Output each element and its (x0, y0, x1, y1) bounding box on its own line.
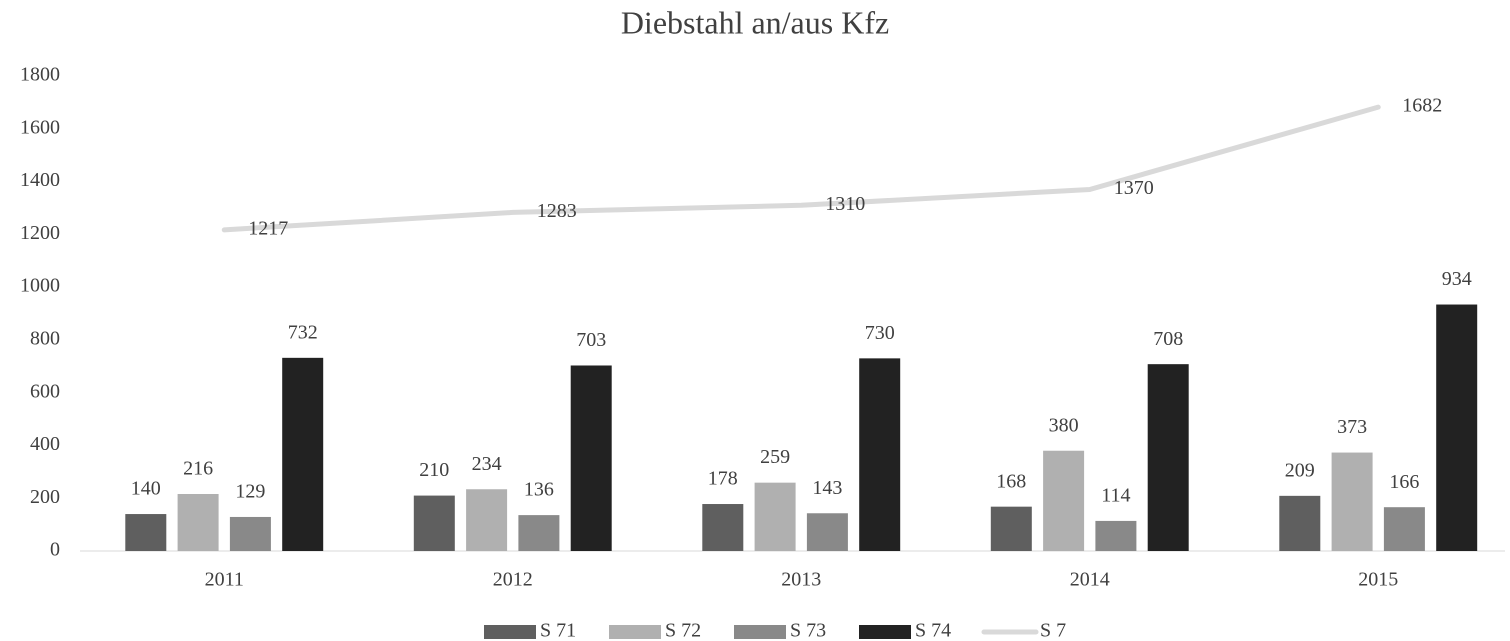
y-tick-label: 800 (30, 327, 60, 349)
y-tick-label: 1400 (20, 169, 60, 191)
x-tick-label: 2011 (205, 569, 244, 591)
legend-swatch (734, 625, 786, 639)
bar (1279, 495, 1321, 551)
data-label: 708 (1153, 328, 1183, 350)
data-label: 136 (524, 479, 554, 501)
bar (754, 482, 796, 551)
data-label: 1682 (1402, 95, 1442, 117)
data-label: 732 (288, 321, 318, 343)
data-label: 140 (131, 478, 161, 500)
y-tick-label: 1800 (20, 64, 60, 86)
bar (702, 504, 744, 551)
legend-swatch (859, 625, 911, 639)
bar (990, 506, 1032, 551)
data-label: 380 (1049, 414, 1079, 436)
data-label: 373 (1337, 416, 1367, 438)
y-tick-label: 600 (30, 380, 60, 402)
bar (806, 513, 848, 551)
bar (570, 365, 612, 551)
legend-label: S 72 (665, 620, 701, 641)
y-tick-label: 1200 (20, 222, 60, 244)
y-tick-label: 1600 (20, 116, 60, 138)
data-label: 166 (1389, 471, 1419, 493)
data-label: 934 (1442, 268, 1472, 290)
bar (413, 495, 455, 551)
bar (229, 516, 271, 551)
data-label: 210 (419, 459, 449, 481)
x-tick-label: 2014 (1070, 569, 1110, 591)
bar (282, 357, 324, 551)
y-tick-label: 400 (30, 433, 60, 455)
data-label: 114 (1101, 485, 1130, 507)
data-label: 730 (865, 322, 895, 344)
data-label: 259 (760, 446, 790, 468)
bar (125, 514, 167, 551)
bar (177, 494, 219, 551)
bar (466, 489, 508, 551)
chart-title: Diebstahl an/aus Kfz (621, 4, 889, 40)
data-label: 209 (1285, 459, 1315, 481)
data-label: 129 (235, 481, 265, 503)
y-tick-label: 1000 (20, 275, 60, 297)
x-tick-label: 2015 (1358, 569, 1398, 591)
legend-swatch (609, 625, 661, 639)
data-label: 703 (576, 329, 606, 351)
bar (859, 358, 901, 551)
bar (1147, 364, 1189, 551)
data-label: 234 (472, 453, 502, 475)
legend-label: S 7 (1040, 620, 1066, 641)
legend-label: S 73 (790, 620, 826, 641)
x-tick-label: 2013 (781, 569, 821, 591)
data-label: 1217 (248, 217, 288, 239)
legend-label: S 71 (540, 620, 576, 641)
legend-swatch (484, 625, 536, 639)
bar (518, 515, 560, 551)
data-label: 178 (708, 468, 738, 490)
x-tick-label: 2012 (493, 569, 533, 591)
data-label: 168 (996, 470, 1026, 492)
bar (1436, 304, 1478, 551)
y-tick-label: 200 (30, 486, 60, 508)
y-tick-label: 0 (50, 539, 60, 561)
data-label: 143 (812, 477, 842, 499)
data-label: 1370 (1114, 177, 1154, 199)
data-label: 1283 (537, 200, 577, 222)
bar (1383, 507, 1425, 551)
bar (1331, 452, 1373, 551)
data-label: 1310 (825, 193, 865, 215)
data-label: 216 (183, 458, 213, 480)
bar (1043, 450, 1085, 551)
line (221, 104, 1381, 233)
legend-label: S 74 (915, 620, 951, 641)
bar (1095, 520, 1137, 551)
